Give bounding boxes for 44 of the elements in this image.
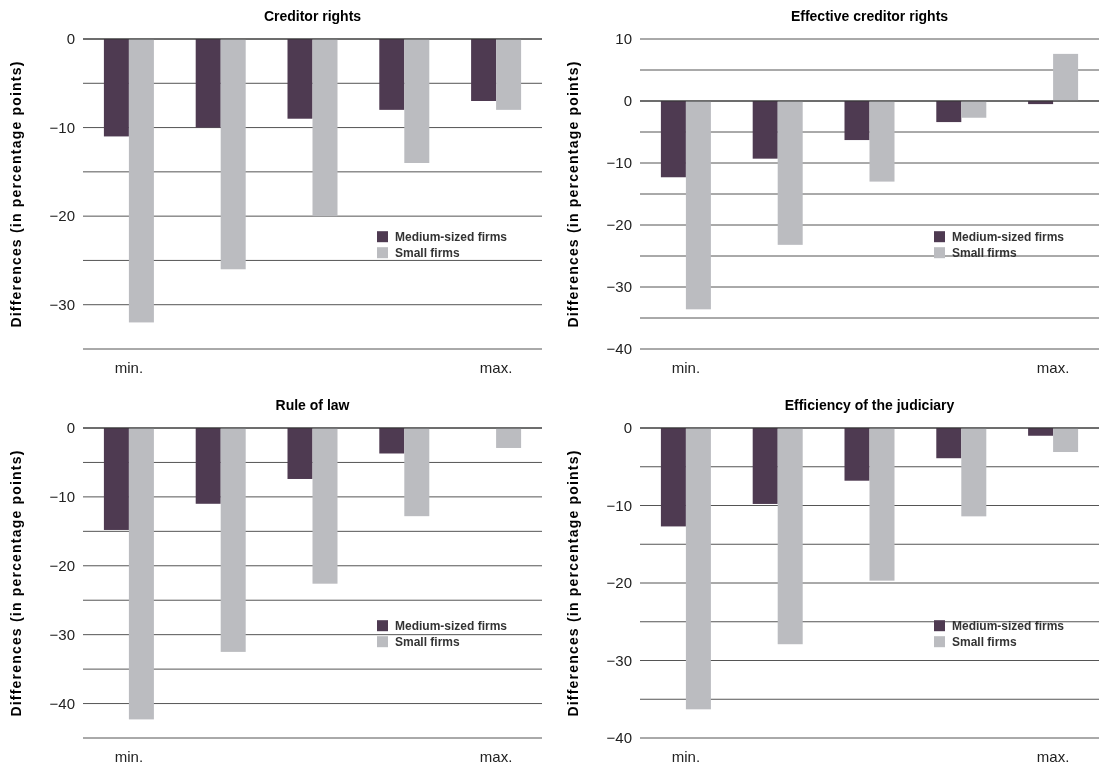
- legend-label: Small firms: [952, 634, 1018, 649]
- y-tick-label: −30: [49, 295, 75, 313]
- legend-label: Small firms: [395, 634, 461, 649]
- y-tick-label: −30: [606, 278, 632, 296]
- x-tick-label: max.: [1036, 748, 1070, 765]
- legend-label: Medium-sized firms: [952, 229, 1065, 244]
- y-tick-label: −10: [606, 496, 632, 514]
- x-tick-label: max.: [1036, 359, 1070, 376]
- x-tick-label: min.: [671, 359, 701, 376]
- legend-label: Medium-sized firms: [395, 618, 508, 633]
- chart-title: Effective creditor rights: [790, 8, 949, 24]
- x-tick-label: max.: [479, 748, 513, 765]
- y-tick-label: −20: [49, 557, 75, 575]
- y-tick-label: −30: [49, 625, 75, 643]
- y-tick-label: 0: [623, 92, 632, 110]
- y-axis-title: Differences (in percentage points): [565, 449, 581, 717]
- y-tick-label: −40: [49, 694, 75, 712]
- y-axis-title: Differences (in percentage points): [565, 60, 581, 328]
- y-tick-label: −10: [606, 154, 632, 172]
- chart-title: Efficiency of the judiciary: [784, 397, 955, 413]
- y-tick-label: −20: [606, 574, 632, 592]
- y-tick-label: −10: [49, 118, 75, 136]
- y-tick-label: −10: [49, 488, 75, 506]
- x-tick-label: max.: [479, 359, 513, 376]
- y-tick-label: 0: [66, 30, 75, 48]
- legend-label: Small firms: [952, 245, 1018, 260]
- chart-title: Creditor rights: [263, 8, 362, 24]
- legend-label: Medium-sized firms: [952, 618, 1065, 633]
- y-tick-label: −20: [606, 216, 632, 234]
- y-axis-title: Differences (in percentage points): [8, 449, 24, 717]
- y-tick-label: −40: [606, 340, 632, 358]
- y-tick-label: 0: [623, 419, 632, 437]
- y-tick-label: −40: [606, 729, 632, 747]
- chart-title: Rule of law: [275, 397, 350, 413]
- legend-label: Small firms: [395, 245, 461, 260]
- x-tick-label: min.: [114, 359, 144, 376]
- y-tick-label: −30: [606, 651, 632, 669]
- y-tick-label: 0: [66, 419, 75, 437]
- x-tick-label: min.: [114, 748, 144, 765]
- y-tick-label: 10: [615, 30, 632, 48]
- x-tick-label: min.: [671, 748, 701, 765]
- y-tick-label: −20: [49, 207, 75, 225]
- legend-label: Medium-sized firms: [395, 229, 508, 244]
- y-axis-title: Differences (in percentage points): [8, 60, 24, 328]
